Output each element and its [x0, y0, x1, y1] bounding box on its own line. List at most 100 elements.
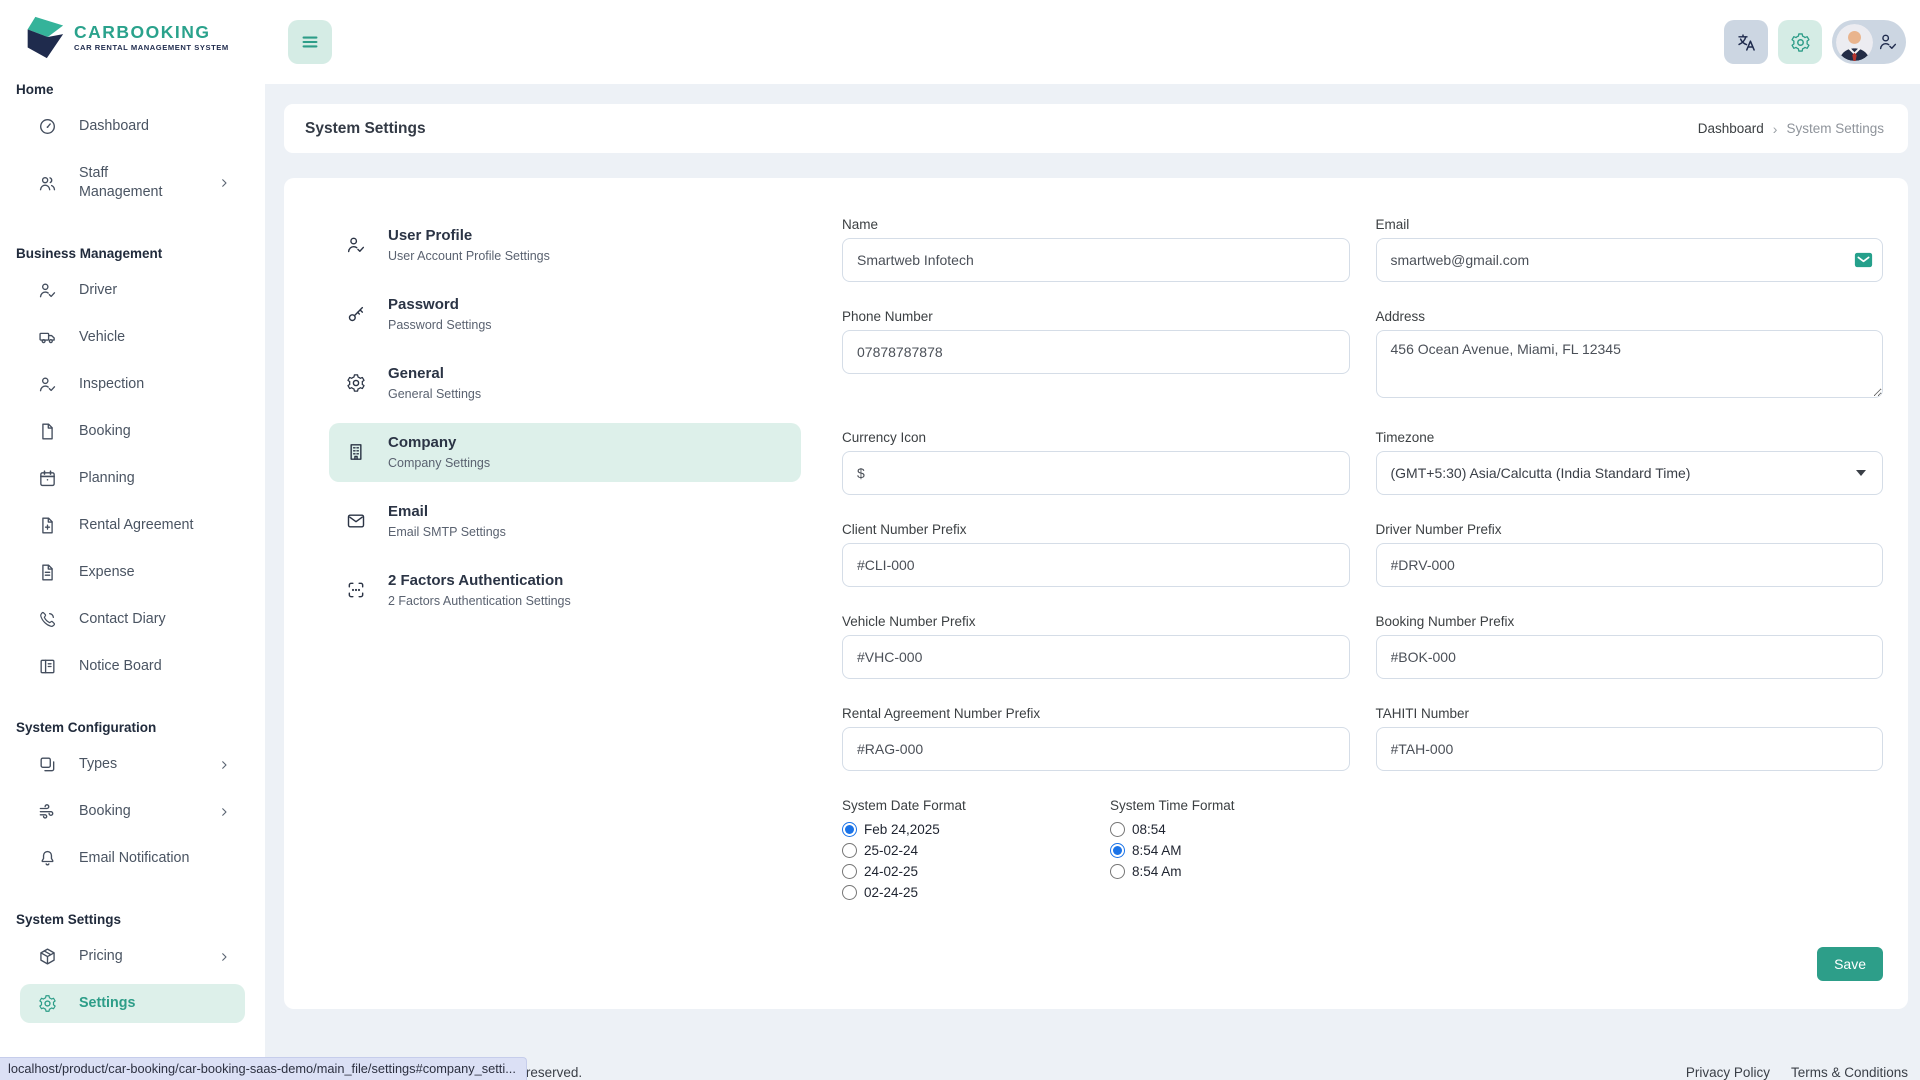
rental-prefix-input[interactable] — [842, 727, 1350, 771]
client-prefix-field-group: Client Number Prefix — [842, 521, 1350, 587]
sidebar-item-dashboard[interactable]: Dashboard — [20, 107, 245, 146]
chevron-right-icon — [217, 758, 231, 772]
sidebar-item-staff-management[interactable]: Staff Management — [20, 154, 245, 212]
terms-conditions-link[interactable]: Terms & Conditions — [1790, 1065, 1908, 1080]
topbar — [0, 0, 1920, 84]
tab-email[interactable]: Email Email SMTP Settings — [329, 492, 801, 551]
sidebar-item-label: Staff Management — [79, 165, 163, 200]
planning-icon — [38, 469, 57, 488]
address-field-group: Address 456 Ocean Avenue, Miami, FL 1234… — [1375, 308, 1883, 403]
tahiti-label: TAHITI Number — [1375, 706, 1470, 721]
address-input[interactable]: 456 Ocean Avenue, Miami, FL 12345 — [1375, 330, 1883, 398]
time-format-option-8-54-am[interactable]: 8:54 Am — [1110, 863, 1378, 880]
menu-toggle-button[interactable] — [288, 20, 332, 64]
vehicle-prefix-field-group: Vehicle Number Prefix — [842, 613, 1350, 679]
email-label: Email — [1375, 217, 1410, 232]
sidebar-item-contact-diary[interactable]: Contact Diary — [20, 600, 245, 639]
sidebar-item-vehicle[interactable]: Vehicle — [20, 318, 245, 357]
sidebar-item-planning[interactable]: Planning — [20, 459, 245, 498]
page-header: System Settings Dashboard › System Setti… — [284, 104, 1908, 153]
sidebar-item-label: Booking — [79, 423, 131, 439]
sidebar-item-booking[interactable]: Booking — [20, 792, 245, 831]
sidebar-section-title: Home — [16, 82, 54, 97]
notice-board-icon — [38, 657, 57, 676]
tab-password[interactable]: Password Password Settings — [329, 285, 801, 344]
tab-general[interactable]: General General Settings — [329, 354, 801, 413]
time-format-option-8-54-am[interactable]: 8:54 AM — [1110, 842, 1378, 859]
key-icon — [346, 304, 366, 324]
time-format-label: System Time Format — [1110, 798, 1235, 813]
sidebar-item-pricing[interactable]: Pricing — [20, 937, 245, 976]
vehicle-prefix-input[interactable] — [842, 635, 1350, 679]
tahiti-input[interactable] — [1375, 727, 1883, 771]
driver-prefix-input[interactable] — [1375, 543, 1883, 587]
phone-input[interactable] — [842, 330, 1350, 374]
sidebar-item-label: Email Notification — [79, 850, 190, 866]
date-format-group: System Date Format Feb 24,2025 25-02-24 24… — [842, 797, 1110, 905]
breadcrumb: Dashboard › System Settings — [1698, 121, 1884, 137]
sidebar-item-rental-agreement[interactable]: Rental Agreement — [20, 506, 245, 545]
date-format-option-24-02-25[interactable]: 24-02-25 — [842, 863, 1110, 880]
tab-user-profile[interactable]: User Profile User Account Profile Setting… — [329, 216, 801, 275]
sidebar-item-expense[interactable]: Expense — [20, 553, 245, 592]
date-format-option-feb-24-2025[interactable]: Feb 24,2025 — [842, 821, 1110, 838]
driver-prefix-field-group: Driver Number Prefix — [1375, 521, 1883, 587]
date-format-options: Feb 24,2025 25-02-24 24-02-25 02-24-25 — [842, 821, 1110, 901]
chevron-right-icon: › — [1772, 120, 1778, 137]
tab-title: General — [388, 365, 444, 382]
radio-label: 08:54 — [1132, 822, 1166, 837]
topbar-actions — [1724, 20, 1906, 64]
sidebar-item-booking[interactable]: Booking — [20, 412, 245, 451]
time-format-radio[interactable] — [1110, 822, 1125, 837]
tahiti-field-group: TAHITI Number — [1375, 705, 1883, 771]
browser-status-url: localhost/product/car-booking/car-bookin… — [0, 1057, 527, 1080]
email-input[interactable] — [1375, 238, 1883, 282]
time-format-radio[interactable] — [1110, 843, 1125, 858]
date-format-option-02-24-25[interactable]: 02-24-25 — [842, 884, 1110, 901]
date-format-radio[interactable] — [842, 864, 857, 879]
client-prefix-input[interactable] — [842, 543, 1350, 587]
sidebar-item-types[interactable]: Types — [20, 745, 245, 784]
currency-input[interactable] — [842, 451, 1350, 495]
booking-prefix-input[interactable] — [1375, 635, 1883, 679]
settings-shortcut-button[interactable] — [1778, 20, 1822, 64]
rental-agreement-icon — [38, 516, 57, 535]
tab-2-factors-authentication[interactable]: 2 Factors Authentication 2 Factors Authen… — [329, 561, 801, 620]
timezone-select[interactable]: (GMT+5:30) Asia/Calcutta (India Standard… — [1375, 451, 1883, 495]
sidebar-item-label: Booking — [79, 803, 131, 819]
chevron-right-icon — [217, 950, 231, 964]
translate-button[interactable] — [1724, 20, 1768, 64]
name-input[interactable] — [842, 238, 1350, 282]
app-logo[interactable]: CARBOOKING CAR RENTAL MANAGEMENT SYSTEM — [0, 0, 265, 70]
translate-icon — [1736, 32, 1757, 53]
sidebar-item-label: Settings — [79, 995, 136, 1011]
sidebar-item-notice-board[interactable]: Notice Board — [20, 647, 245, 686]
timezone-selected-value: (GMT+5:30) Asia/Calcutta (India Standard… — [1390, 465, 1691, 481]
chevron-right-icon — [217, 176, 231, 190]
date-format-option-25-02-24[interactable]: 25-02-24 — [842, 842, 1110, 859]
time-format-radio[interactable] — [1110, 864, 1125, 879]
tab-company[interactable]: Company Company Settings — [329, 423, 801, 482]
radio-label: 8:54 Am — [1132, 864, 1182, 879]
date-format-radio[interactable] — [842, 822, 857, 837]
sidebar-item-inspection[interactable]: Inspection — [20, 365, 245, 404]
page-title: System Settings — [305, 119, 426, 137]
date-format-radio[interactable] — [842, 843, 857, 858]
date-format-radio[interactable] — [842, 885, 857, 900]
sidebar-item-email-notification[interactable]: Email Notification — [20, 839, 245, 878]
breadcrumb-dashboard[interactable]: Dashboard — [1697, 121, 1764, 136]
sidebar-item-settings[interactable]: Settings — [20, 984, 245, 1023]
driver-icon — [38, 281, 57, 300]
avatar — [1836, 23, 1873, 61]
driver-prefix-label: Driver Number Prefix — [1375, 522, 1502, 537]
privacy-policy-link[interactable]: Privacy Policy — [1685, 1065, 1770, 1080]
profile-button[interactable] — [1832, 20, 1906, 64]
save-button[interactable]: Save — [1817, 947, 1883, 981]
time-format-option-08-54[interactable]: 08:54 — [1110, 821, 1378, 838]
sidebar-section-title: System Settings — [16, 912, 122, 927]
email-field-group: Email — [1375, 216, 1883, 282]
sidebar-item-driver[interactable]: Driver — [20, 271, 245, 310]
date-format-label: System Date Format — [842, 798, 966, 813]
radio-label: 8:54 AM — [1132, 843, 1182, 858]
mail-badge-icon[interactable] — [1852, 249, 1875, 271]
